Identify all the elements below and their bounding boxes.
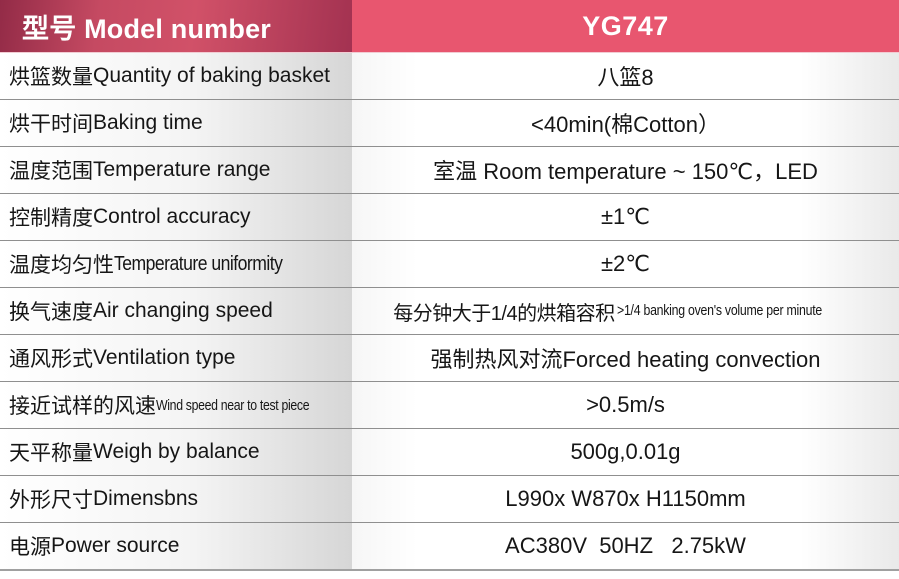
row-label-cn: 通风形式 (9, 348, 93, 371)
row-label-cn: 天平称量 (9, 442, 93, 465)
row-value-text: L990x W870x H1150mm (505, 486, 746, 511)
table-row-temperature-range: 温度范围 Temperature range 室温 Room temperatur… (0, 146, 899, 193)
row-value-text: >0.5m/s (586, 392, 665, 417)
row-value-text: 强制热风对流Forced heating convection (430, 347, 821, 372)
row-label-en: Air changing speed (93, 299, 273, 322)
row-value: L990x W870x H1150mm (352, 476, 899, 522)
model-value-label: YG747 (582, 10, 669, 41)
row-label-en: Quantity of baking basket (93, 64, 330, 87)
table-row-baking-time: 烘干时间 Baking time <40min(棉Cotton） (0, 99, 899, 146)
row-label: 接近试样的风速 Wind speed near to test piece (0, 382, 352, 428)
header-row: 型号 Model number YG747 (0, 0, 899, 52)
model-number-header-label: 型号 Model number (22, 13, 272, 44)
row-value: 500g,0.01g (352, 429, 899, 475)
row-label: 烘篮数量 Quantity of baking basket (0, 53, 352, 99)
row-value-text: ±1℃ (600, 204, 651, 229)
row-value-text: ±2℃ (600, 251, 651, 276)
row-label-cn: 换气速度 (9, 301, 93, 324)
table-row-power-source: 电源 Power source AC380V 50HZ 2.75kW (0, 522, 899, 569)
row-label-cn: 接近试样的风速 (9, 395, 156, 418)
row-value: 每分钟大于1/4的烘箱容积 >1/4 banking oven's volume … (352, 288, 899, 334)
row-label: 控制精度 Control accuracy (0, 194, 352, 240)
row-label-cn: 外形尺寸 (9, 489, 93, 512)
row-label-en: Dimensbns (93, 487, 199, 510)
table-row-temperature-uniformity: 温度均匀性 Temperature uniformity ±2℃ (0, 240, 899, 287)
table-row-dimensions: 外形尺寸 Dimensbns L990x W870x H1150mm (0, 475, 899, 522)
row-label: 温度均匀性 Temperature uniformity (0, 241, 352, 287)
row-value-en: >1/4 banking oven's volume per minute (616, 303, 822, 319)
row-label-cn: 控制精度 (9, 207, 93, 230)
table-row-ventilation-type: 通风形式 Ventilation type 强制热风对流Forced heatin… (0, 334, 899, 381)
row-label-cn: 温度均匀性 (9, 254, 114, 277)
row-label-en: Temperature uniformity (114, 252, 283, 275)
row-value: 室温 Room temperature ~ 150℃，LED (352, 147, 899, 193)
row-value-cn: 每分钟大于1/4的烘箱容积 (393, 302, 615, 325)
row-label-cn: 电源 (9, 536, 51, 559)
row-value: ±1℃ (352, 194, 899, 240)
row-label-cn: 烘干时间 (9, 113, 93, 136)
row-value: 八篮8 (352, 53, 899, 99)
row-label: 外形尺寸 Dimensbns (0, 476, 352, 522)
table-row-air-changing-speed: 换气速度 Air changing speed 每分钟大于1/4的烘箱容积 >1/4… (0, 287, 899, 334)
row-label: 通风形式 Ventilation type (0, 335, 352, 381)
row-label-en: Power source (51, 534, 180, 557)
table-row-wind-speed-near-test-piece: 接近试样的风速 Wind speed near to test piece >0.… (0, 381, 899, 428)
row-label: 换气速度 Air changing speed (0, 288, 352, 334)
row-label: 电源 Power source (0, 523, 352, 569)
row-value: >0.5m/s (352, 382, 899, 428)
row-label-en: Baking time (93, 111, 203, 134)
row-value: ±2℃ (352, 241, 899, 287)
row-label-cn: 温度范围 (9, 160, 93, 183)
row-value: AC380V 50HZ 2.75kW (352, 523, 899, 569)
table-row-control-accuracy: 控制精度 Control accuracy ±1℃ (0, 193, 899, 240)
row-value-text: 八篮8 (597, 65, 654, 90)
row-value-text: <40min(棉Cotton） (531, 112, 720, 137)
spec-rows: 烘篮数量 Quantity of baking basket 八篮8 烘干时间 Ba… (0, 52, 899, 571)
row-label-en: Temperature range (93, 158, 271, 181)
model-number-header-cell: 型号 Model number (0, 0, 352, 52)
row-value-text: AC380V 50HZ 2.75kW (505, 533, 746, 558)
row-label: 烘干时间 Baking time (0, 100, 352, 146)
row-label-cn: 烘篮数量 (9, 66, 93, 89)
row-label-en: Weigh by balance (93, 440, 260, 463)
row-label: 温度范围 Temperature range (0, 147, 352, 193)
row-label-en: Wind speed near to test piece (156, 396, 310, 414)
table-row-baking-basket-quantity: 烘篮数量 Quantity of baking basket 八篮8 (0, 52, 899, 99)
row-label-en: Control accuracy (93, 205, 251, 228)
row-value-text: 室温 Room temperature ~ 150℃，LED (433, 159, 818, 184)
row-value-text: 500g,0.01g (570, 439, 681, 464)
row-label: 天平称量 Weigh by balance (0, 429, 352, 475)
row-label-en: Ventilation type (93, 346, 236, 369)
table-row-weigh-by-balance: 天平称量 Weigh by balance 500g,0.01g (0, 428, 899, 475)
model-value-header-cell: YG747 (352, 0, 899, 52)
row-value: 强制热风对流Forced heating convection (352, 335, 899, 381)
row-value: <40min(棉Cotton） (352, 100, 899, 146)
